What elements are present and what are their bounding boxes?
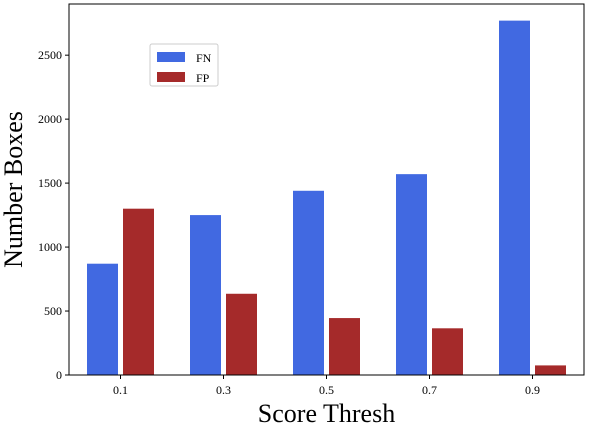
bar-fp-0.5 xyxy=(329,318,360,375)
bar-fp-0.3 xyxy=(226,293,257,375)
x-tick-label: 0.1 xyxy=(113,383,128,397)
y-tick-label: 2500 xyxy=(38,48,62,62)
y-axis-title: Number Boxes xyxy=(0,111,28,268)
y-tick-label: 2000 xyxy=(38,112,62,126)
bar-fn-0.5 xyxy=(293,190,324,375)
y-tick-label: 1000 xyxy=(38,240,62,254)
x-tick-label: 0.7 xyxy=(422,383,437,397)
bar-fn-0.3 xyxy=(190,215,221,375)
y-tick-label: 0 xyxy=(56,368,62,382)
bar-fn-0.7 xyxy=(396,174,427,375)
y-tick-label: 500 xyxy=(44,304,62,318)
y-axis-ticks: 0 500 1000 1500 2000 2500 xyxy=(38,48,69,382)
legend-label-fn: FN xyxy=(196,51,212,65)
bar-fn-0.9 xyxy=(499,20,530,375)
bar-fp-0.1 xyxy=(123,208,154,375)
legend-swatch-fp xyxy=(157,72,185,82)
x-tick-label: 0.9 xyxy=(525,383,540,397)
bar-fp-0.7 xyxy=(432,328,463,375)
x-axis-ticks: 0.1 0.3 0.5 0.7 0.9 xyxy=(113,375,540,397)
bar-fn-0.1 xyxy=(87,263,118,375)
bars-layer xyxy=(87,20,566,375)
bar-fp-0.9 xyxy=(535,365,566,375)
x-tick-label: 0.5 xyxy=(319,383,334,397)
y-tick-label: 1500 xyxy=(38,176,62,190)
x-axis-title: Score Thresh xyxy=(258,399,395,424)
legend-label-fp: FP xyxy=(196,71,210,85)
legend-swatch-fn xyxy=(157,52,185,62)
legend: FN FP xyxy=(149,43,219,87)
x-tick-label: 0.3 xyxy=(216,383,231,397)
